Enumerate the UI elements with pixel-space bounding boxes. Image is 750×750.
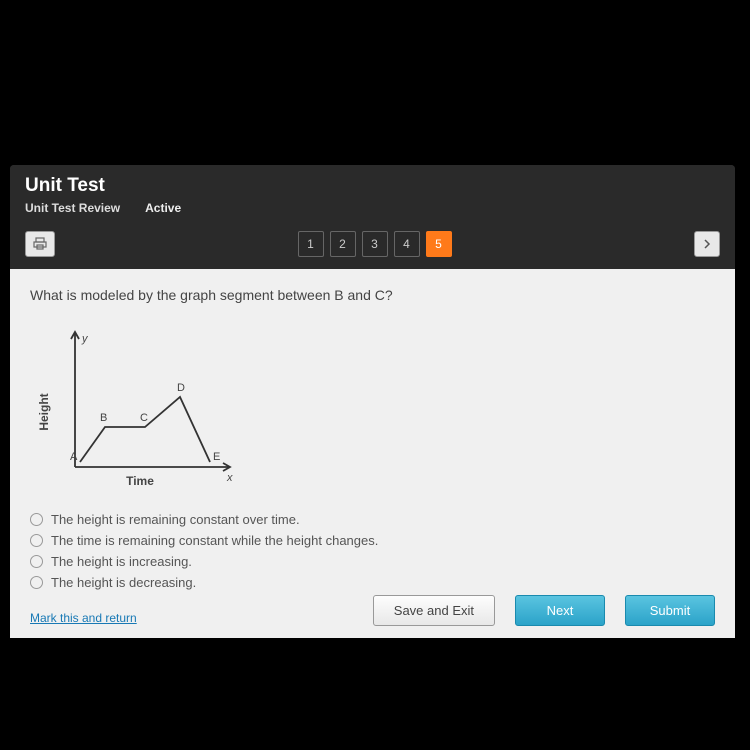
option-row[interactable]: The time is remaining constant while the… [30,530,715,551]
option-text: The height is decreasing. [51,575,196,590]
question-nav-1[interactable]: 1 [298,231,324,257]
radio-button[interactable] [30,534,43,547]
svg-text:Height: Height [37,393,51,430]
option-row[interactable]: The height is increasing. [30,551,715,572]
radio-button[interactable] [30,576,43,589]
option-text: The height is increasing. [51,554,192,569]
options-list: The height is remaining constant over ti… [30,509,715,593]
page-title: Unit Test [25,175,720,197]
question-nav-5[interactable]: 5 [426,231,452,257]
question-nav: 12345 [298,231,452,257]
status-label: Active [145,201,181,215]
option-text: The time is remaining constant while the… [51,533,378,548]
svg-text:x: x [226,472,233,484]
option-text: The height is remaining constant over ti… [51,512,300,527]
save-exit-button[interactable]: Save and Exit [373,595,495,626]
question-nav-3[interactable]: 3 [362,231,388,257]
svg-text:D: D [177,382,185,394]
print-button[interactable] [25,231,55,257]
graph: Height Time y x A B C D E [30,317,250,497]
question-prompt: What is modeled by the graph segment bet… [30,287,715,303]
print-icon [32,237,48,251]
question-nav-4[interactable]: 4 [394,231,420,257]
chevron-right-icon [703,239,711,249]
subtitle: Unit Test Review [25,201,120,215]
question-nav-2[interactable]: 2 [330,231,356,257]
submit-button[interactable]: Submit [625,595,715,626]
test-screen: Unit Test Unit Test Review Active 12345 [10,165,735,638]
header: Unit Test Unit Test Review Active [10,165,735,223]
content-area: What is modeled by the graph segment bet… [10,269,735,638]
svg-text:B: B [100,412,107,424]
option-row[interactable]: The height is remaining constant over ti… [30,509,715,530]
option-row[interactable]: The height is decreasing. [30,572,715,593]
nav-row: 12345 [10,223,735,269]
radio-button[interactable] [30,555,43,568]
next-button[interactable]: Next [515,595,605,626]
radio-button[interactable] [30,513,43,526]
svg-text:C: C [140,412,148,424]
svg-text:E: E [213,451,220,463]
svg-text:Time: Time [126,474,154,488]
svg-text:A: A [70,451,78,463]
nav-next-button[interactable] [694,231,720,257]
svg-text:y: y [81,333,89,345]
mark-return-link[interactable]: Mark this and return [30,611,137,625]
